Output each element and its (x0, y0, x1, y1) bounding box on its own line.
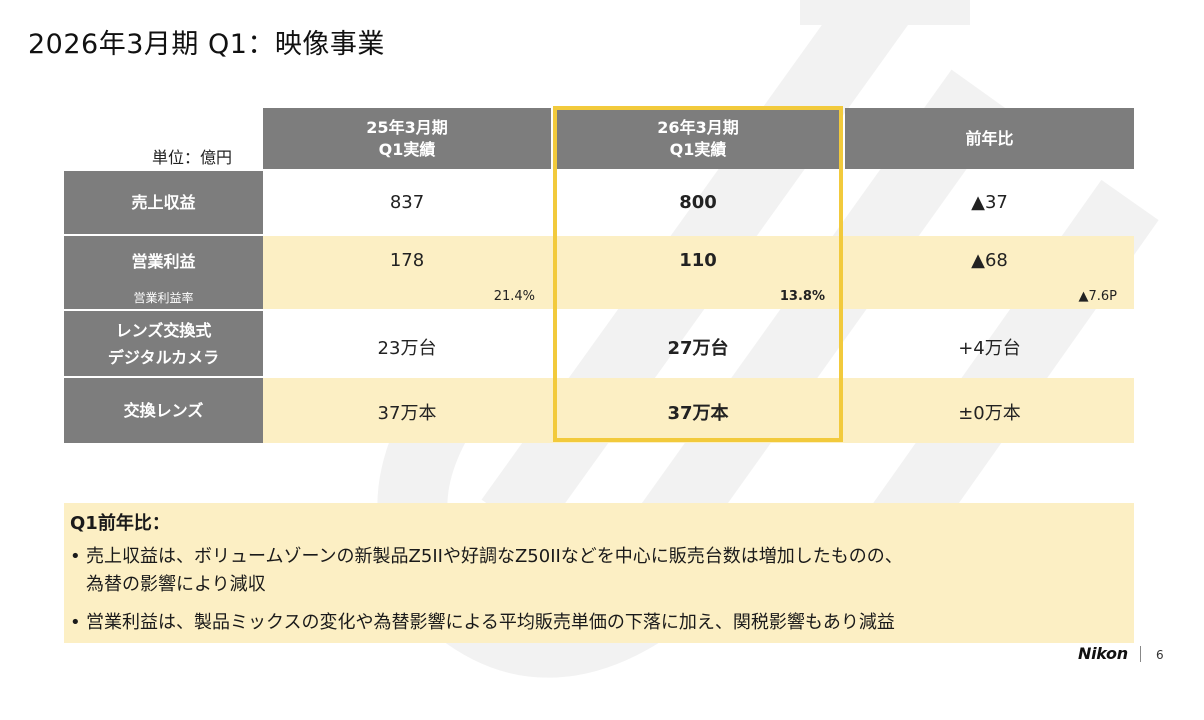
margin-prev: 21.4% (493, 289, 535, 304)
bullet-dot-icon: • (70, 612, 81, 633)
row-label-lenses-text: 交換レンズ (123, 401, 204, 420)
header-yoy-label: 前年比 (965, 128, 1014, 148)
row-label-operating-profit: 営業利益 (64, 236, 263, 309)
ilc-prev: 23万台 (377, 338, 437, 359)
header-curr-line2: Q1実績 (669, 139, 727, 159)
lenses-yoy: ±0万本 (958, 403, 1021, 424)
revenue-yoy: ▲37 (971, 192, 1008, 213)
row-label-ilc-line1: レンズ交換式 (115, 320, 212, 340)
bullet-dot-icon: • (70, 546, 81, 567)
op-profit-yoy: ▲68 (971, 250, 1008, 271)
footer-divider (1140, 646, 1141, 662)
ilc-yoy: +4万台 (958, 338, 1021, 359)
summary-bullet-revenue: • 売上収益は、ボリュームゾーンの新製品Z5IIや好調なZ50IIなどを中心に販売… (70, 543, 903, 599)
summary-bullet-profit: • 営業利益は、製品ミックスの変化や為替影響による平均販売単価の下落に加え、関税影… (70, 609, 895, 637)
band-lenses (263, 378, 1134, 443)
revenue-prev: 837 (389, 192, 425, 213)
nikon-logo: Nikon (1078, 644, 1128, 663)
header-yoy: 前年比 (845, 108, 1134, 169)
op-profit-prev: 178 (389, 250, 425, 271)
lenses-curr: 37万本 (667, 403, 729, 424)
row-label-revenue: 売上収益 (64, 171, 263, 234)
header-curr-line1: 26年3月期 (657, 117, 739, 137)
row-label-ilc-line2: デジタルカメラ (107, 347, 220, 367)
row-label-revenue-text: 売上収益 (131, 193, 196, 212)
header-prev-line2: Q1実績 (378, 139, 436, 159)
lenses-prev: 37万本 (377, 403, 437, 424)
row-label-ilc: レンズ交換式 デジタルカメラ (64, 311, 263, 376)
summary-box: Q1前年比： • 売上収益は、ボリュームゾーンの新製品Z5IIや好調なZ50IIな… (64, 503, 1134, 643)
header-prev-line1: 25年3月期 (366, 117, 448, 137)
header-prev-year: 25年3月期 Q1実績 (263, 108, 551, 169)
op-profit-curr: 110 (679, 250, 717, 271)
bullet-revenue-line2: 為替の影響により減収 (86, 574, 266, 595)
margin-yoy: ▲7.6P (1078, 289, 1117, 304)
page-number: 6 (1156, 648, 1164, 662)
row-label-operating-profit-text: 営業利益 (131, 252, 196, 271)
summary-title: Q1前年比： (70, 513, 170, 534)
margin-curr: 13.8% (779, 289, 825, 304)
revenue-curr: 800 (679, 192, 717, 213)
row-label-margin: 営業利益率 (133, 291, 194, 305)
unit-label: 単位：億円 (152, 148, 233, 167)
bullet-profit-text: 営業利益は、製品ミックスの変化や為替影響による平均販売単価の下落に加え、関税影響… (86, 612, 895, 633)
row-label-lenses: 交換レンズ (64, 378, 263, 443)
band-operating-profit (263, 236, 1134, 309)
bullet-revenue-line1: 売上収益は、ボリュームゾーンの新製品Z5IIや好調なZ50IIなどを中心に販売台… (86, 546, 903, 567)
page-title: 2026年3月期 Q1：映像事業 (28, 29, 385, 60)
ilc-curr: 27万台 (667, 338, 729, 359)
header-current-year: 26年3月期 Q1実績 (553, 108, 843, 169)
